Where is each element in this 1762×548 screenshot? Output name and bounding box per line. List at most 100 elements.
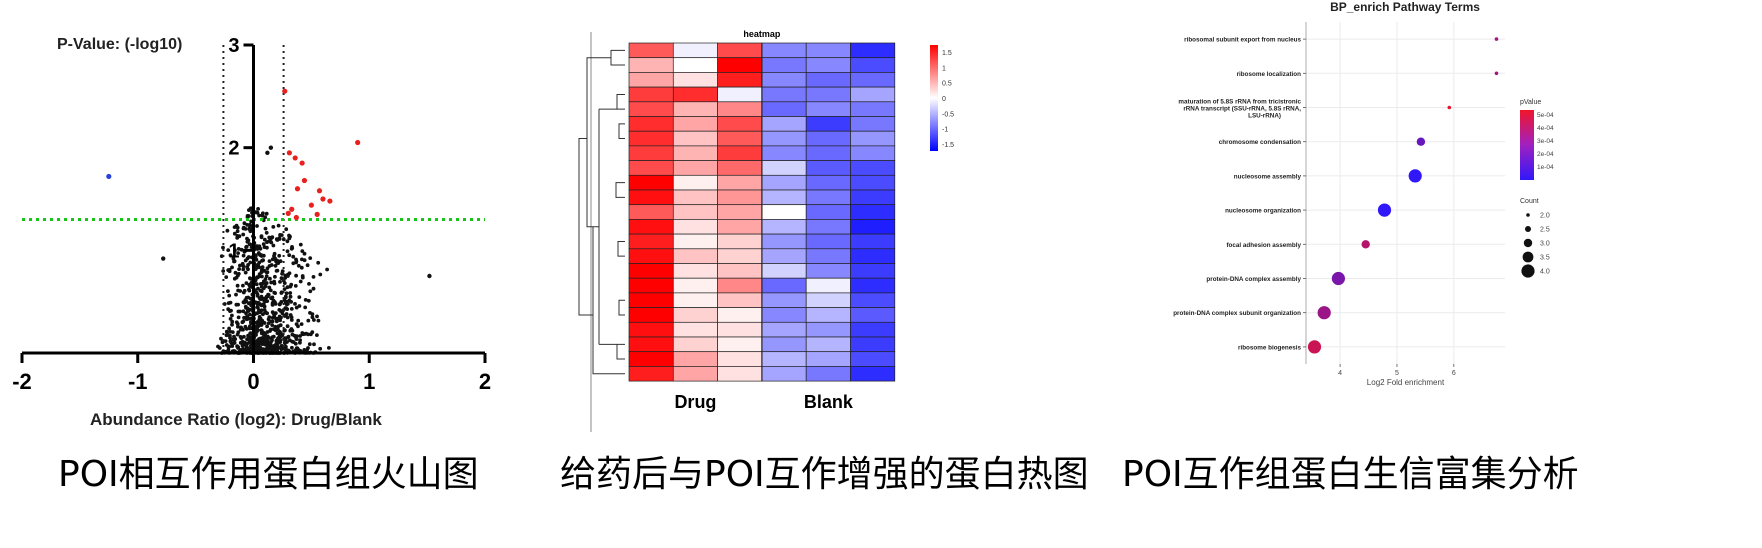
ns-point (254, 333, 258, 337)
heatmap-cell (717, 366, 763, 382)
ns-point (303, 298, 308, 302)
heatmap-cell (717, 116, 763, 132)
ns-point (259, 328, 264, 332)
y-tick-label: 2 (228, 138, 239, 160)
dendrogram-branch (618, 299, 625, 316)
ns-point (270, 345, 275, 350)
ns-point (306, 298, 311, 303)
count-legend-label: 4.0 (1540, 269, 1550, 276)
ns-point (316, 318, 321, 323)
heatmap-cell (761, 219, 807, 235)
heatmap-cell (672, 336, 718, 353)
ns-point (325, 267, 329, 272)
ns-point (224, 275, 229, 279)
ns-point (290, 345, 294, 350)
count-legend-label: 3.0 (1540, 241, 1550, 248)
ns-point (268, 276, 272, 281)
enrich-caption: POI互作组蛋白生信富集分析 (1122, 454, 1579, 495)
heatmap-cell (672, 130, 718, 147)
ns-point (244, 311, 248, 316)
x-tick-label: 2 (479, 369, 491, 394)
ns-point (269, 296, 273, 301)
ns-point (303, 305, 308, 310)
ns-point (233, 337, 238, 341)
heatmap-cell (850, 72, 896, 88)
heatmap-cell (717, 233, 763, 250)
ns-point (245, 337, 250, 342)
ns-point (271, 243, 276, 248)
heatmap-cell (761, 101, 807, 117)
ns-point (224, 329, 229, 334)
ns-point (235, 322, 240, 326)
ns-point (265, 266, 270, 271)
ns-point (224, 343, 229, 347)
ns-point (288, 338, 292, 343)
ns-point (258, 282, 263, 286)
ns-point (311, 275, 316, 279)
ns-point (270, 235, 275, 240)
heatmap-cell (761, 57, 807, 73)
ns-point (306, 318, 311, 323)
ns-point (273, 274, 277, 279)
ns-point (276, 324, 281, 328)
ns-point (242, 288, 247, 293)
heatmap-cell (717, 307, 763, 323)
heatmap-cell (805, 160, 851, 176)
heatmap-cell (805, 57, 851, 73)
ns-point (234, 292, 238, 297)
ns-point (247, 283, 252, 287)
ns-point (227, 326, 232, 331)
ns-point (232, 225, 237, 230)
heatmap-cell (761, 86, 807, 103)
heatmap-cell (628, 233, 674, 250)
ns-point (308, 311, 312, 315)
heatmap-cell (717, 277, 763, 294)
ns-point (282, 281, 287, 285)
heatmap-cell (805, 263, 851, 279)
heatmap-cell (761, 248, 807, 264)
ns-point (298, 279, 303, 284)
ns-point (275, 331, 280, 336)
ns-point (256, 328, 260, 333)
heatmap-title: heatmap (743, 29, 781, 39)
ns-point (293, 302, 297, 306)
up-point (286, 150, 292, 156)
ns-point (241, 309, 246, 314)
up-point (316, 188, 323, 194)
enrichment-point (1408, 169, 1422, 183)
heatmap-cell (761, 366, 807, 382)
ns-point (273, 263, 278, 268)
ns-point (231, 341, 236, 345)
x-tick-label: 0 (247, 369, 259, 394)
ns-point (230, 313, 234, 318)
ns-point (259, 284, 264, 289)
ns-point (263, 226, 268, 231)
ns-point (228, 317, 233, 321)
ns-point (278, 233, 282, 237)
heatmap-cell (850, 351, 896, 367)
heatmap-cell (805, 248, 851, 264)
heatmap-cell (761, 204, 807, 220)
ns-point (298, 340, 302, 345)
ns-point (276, 223, 281, 228)
term-label: maturation of 5.8S rRNA from tricistroni… (1178, 99, 1301, 106)
heatmap-cell (628, 307, 674, 323)
heatmap-cell (805, 116, 851, 132)
ns-point (285, 315, 290, 320)
ns-point (226, 307, 231, 312)
term-label: focal adhesion assembly (1226, 242, 1301, 249)
ns-point (247, 208, 251, 213)
ns-point (247, 288, 252, 293)
ns-point (225, 332, 230, 337)
ns-point (269, 319, 274, 324)
ns-point (283, 276, 288, 280)
ns-point (254, 341, 259, 346)
ns-point (241, 347, 245, 351)
term-label: ribosome localization (1237, 71, 1302, 78)
legend-tick-label: -1.5 (942, 142, 954, 149)
ns-point (256, 251, 261, 255)
ns-point (236, 324, 240, 329)
ns-point (235, 225, 240, 230)
volcano-caption: POI相互作用蛋白组火山图 (58, 454, 479, 495)
ns-point (276, 327, 280, 332)
